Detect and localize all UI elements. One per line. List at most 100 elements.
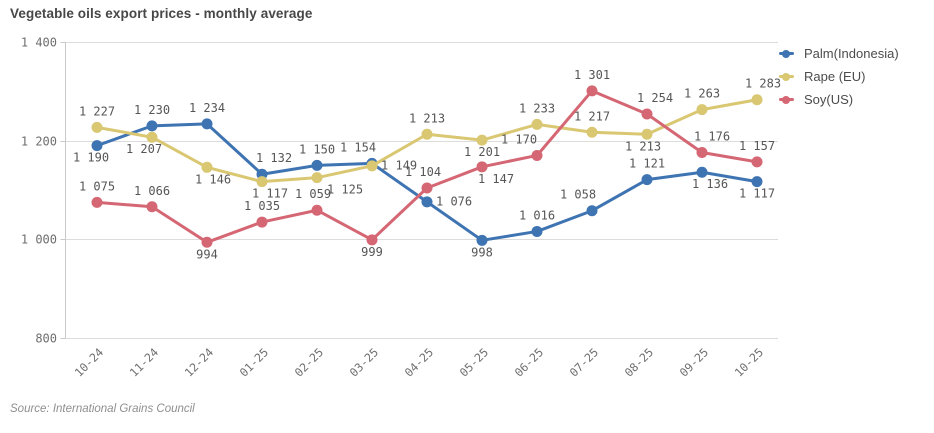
data-point[interactable] — [586, 126, 598, 138]
data-label: 1 066 — [134, 184, 170, 198]
data-point[interactable] — [476, 234, 488, 246]
data-label: 1 150 — [299, 142, 335, 156]
data-label: 994 — [196, 247, 218, 261]
data-point[interactable] — [531, 149, 543, 161]
data-point[interactable] — [366, 234, 378, 246]
data-point[interactable] — [311, 159, 323, 171]
legend-line-dot-icon — [779, 47, 798, 59]
legend-label: Palm(Indonesia) — [804, 45, 899, 61]
data-point[interactable] — [311, 204, 323, 216]
data-label: 1 149 — [381, 158, 417, 172]
data-label: 1 154 — [340, 140, 376, 154]
data-label: 1 301 — [574, 68, 610, 82]
x-axis-label: 10-25 — [732, 345, 766, 379]
data-label: 1 263 — [684, 87, 720, 101]
data-label: 1 016 — [519, 208, 555, 222]
data-label: 1 117 — [252, 187, 288, 201]
data-point[interactable] — [421, 182, 433, 194]
x-axis-label: 01-25 — [237, 345, 271, 379]
x-axis-label: 10-24 — [72, 345, 106, 379]
x-axis-label: 08-25 — [622, 345, 656, 379]
data-point[interactable] — [476, 134, 488, 146]
data-point[interactable] — [696, 147, 708, 159]
data-label: 1 234 — [189, 101, 225, 115]
data-label: 1 157 — [739, 139, 775, 153]
data-point[interactable] — [641, 108, 653, 120]
data-label: 1 125 — [327, 183, 363, 197]
data-point[interactable] — [421, 128, 433, 140]
data-point[interactable] — [641, 128, 653, 140]
data-label: 1 283 — [745, 77, 781, 91]
data-label: 1 227 — [79, 104, 115, 118]
data-point[interactable] — [476, 161, 488, 173]
data-point[interactable] — [91, 121, 103, 133]
data-point[interactable] — [751, 94, 763, 106]
legend-line-dot-icon — [779, 70, 798, 82]
data-label: 1 136 — [692, 177, 728, 191]
data-point[interactable] — [641, 174, 653, 186]
x-axis-label: 06-25 — [512, 345, 546, 379]
data-point[interactable] — [146, 120, 158, 132]
y-axis-label: 1 200 — [21, 135, 57, 149]
data-point[interactable] — [586, 205, 598, 217]
data-label: 1 213 — [409, 111, 445, 125]
legend-item[interactable]: Palm(Indonesia) — [779, 45, 899, 61]
chart-legend: Palm(Indonesia) Rape (EU) Soy(US) — [779, 45, 899, 107]
data-point[interactable] — [366, 160, 378, 172]
legend-label: Soy(US) — [804, 91, 854, 107]
data-point[interactable] — [201, 118, 213, 130]
data-label: 1 213 — [625, 139, 661, 153]
data-label: 999 — [361, 245, 383, 259]
data-point[interactable] — [696, 166, 708, 178]
data-point[interactable] — [256, 176, 268, 188]
x-axis-label: 02-25 — [292, 345, 326, 379]
data-label: 1 230 — [134, 103, 170, 117]
data-label: 1 104 — [405, 165, 441, 179]
data-label: 1 075 — [79, 179, 115, 193]
data-point[interactable] — [751, 176, 763, 188]
data-point[interactable] — [751, 156, 763, 168]
data-point[interactable] — [256, 216, 268, 228]
x-axis-label: 05-25 — [457, 345, 491, 379]
data-point[interactable] — [586, 85, 598, 97]
data-label: 1 147 — [478, 172, 514, 186]
x-axis-label: 03-25 — [347, 345, 381, 379]
data-point[interactable] — [91, 196, 103, 208]
data-label: 1 076 — [436, 194, 472, 208]
source-note: Source: International Grains Council — [10, 403, 195, 415]
data-point[interactable] — [421, 196, 433, 208]
y-axis-label: 1 400 — [21, 36, 57, 50]
data-point[interactable] — [531, 118, 543, 130]
legend-label: Rape (EU) — [804, 68, 866, 84]
legend-line-dot-icon — [779, 93, 798, 105]
data-label: 1 217 — [574, 109, 610, 123]
data-point[interactable] — [146, 201, 158, 213]
data-point[interactable] — [146, 131, 158, 143]
data-point[interactable] — [201, 161, 213, 173]
data-label: 1 059 — [295, 187, 331, 201]
data-label: 1 058 — [560, 188, 596, 202]
data-label: 1 207 — [126, 142, 162, 156]
x-axis-label: 12-24 — [182, 345, 216, 379]
chart-title: Vegetable oils export prices - monthly a… — [10, 6, 313, 21]
x-axis-label: 09-25 — [677, 345, 711, 379]
data-label: 1 254 — [637, 91, 673, 105]
data-point[interactable] — [531, 225, 543, 237]
data-label: 1 117 — [739, 187, 775, 201]
legend-item[interactable]: Soy(US) — [779, 91, 899, 107]
data-label: 1 233 — [519, 101, 555, 115]
data-label: 1 035 — [244, 199, 280, 213]
x-axis-label: 04-25 — [402, 345, 436, 379]
legend-item[interactable]: Rape (EU) — [779, 68, 899, 84]
data-label: 1 132 — [256, 151, 292, 165]
y-axis-label: 800 — [35, 332, 57, 346]
data-label: 1 190 — [73, 151, 109, 165]
data-label: 998 — [471, 245, 493, 259]
data-point[interactable] — [91, 140, 103, 152]
data-point[interactable] — [696, 104, 708, 116]
data-point[interactable] — [311, 172, 323, 184]
data-point[interactable] — [201, 236, 213, 248]
x-axis-label: 07-25 — [567, 345, 601, 379]
